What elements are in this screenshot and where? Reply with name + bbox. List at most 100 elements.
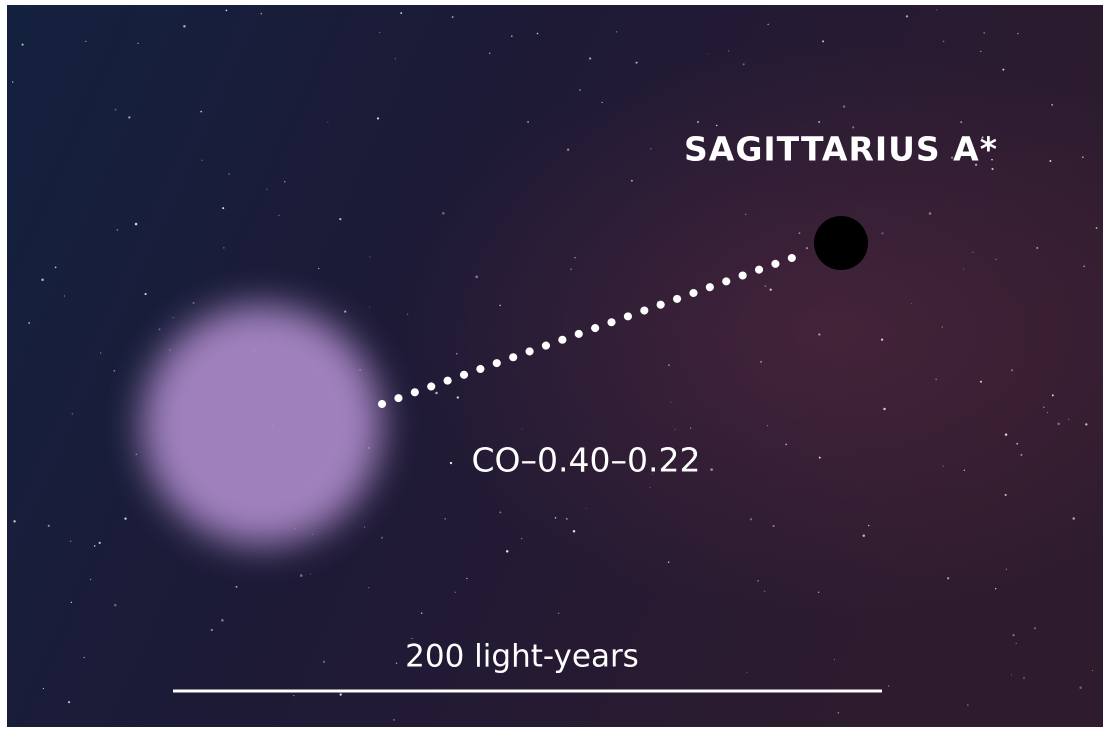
star (1049, 160, 1051, 162)
star (71, 602, 72, 603)
star (70, 541, 71, 542)
star (1057, 423, 1059, 425)
star (1011, 675, 1012, 676)
star (400, 12, 402, 14)
star (888, 685, 890, 687)
star (300, 574, 303, 577)
star (1036, 247, 1038, 249)
star (1034, 627, 1036, 629)
star (278, 215, 279, 216)
star (636, 62, 638, 64)
star (466, 578, 467, 579)
star (90, 579, 91, 580)
star (158, 328, 160, 330)
star (135, 223, 138, 226)
star (566, 518, 568, 520)
star (522, 429, 523, 430)
star (1079, 687, 1081, 689)
star (48, 525, 50, 527)
star (1072, 517, 1075, 520)
star (442, 212, 444, 214)
star (570, 268, 572, 270)
black-hole-label: SAGITTARIUS A* (684, 130, 998, 169)
star (475, 276, 478, 279)
star (381, 537, 383, 539)
star (1092, 670, 1093, 671)
star (745, 214, 746, 215)
star (967, 704, 968, 705)
star (344, 310, 346, 312)
star (340, 693, 342, 695)
star (765, 285, 767, 287)
star (223, 247, 224, 248)
star (764, 591, 766, 593)
star (1068, 419, 1069, 420)
star (760, 361, 762, 363)
star (396, 662, 397, 663)
star (980, 51, 981, 52)
star (377, 117, 379, 119)
star (772, 525, 774, 527)
star (881, 339, 883, 341)
star (527, 121, 529, 123)
star (883, 408, 885, 410)
star (929, 212, 931, 214)
star (339, 218, 341, 220)
star (818, 333, 820, 335)
star (228, 173, 229, 174)
star (697, 121, 699, 123)
star (1017, 33, 1019, 35)
star (100, 352, 101, 353)
star (1015, 643, 1016, 644)
star (1002, 69, 1004, 71)
star (94, 545, 96, 547)
star (767, 425, 768, 426)
star (980, 381, 982, 383)
star (114, 370, 115, 371)
star (589, 57, 591, 59)
star (906, 15, 908, 17)
star (1082, 156, 1084, 158)
star (834, 659, 835, 660)
star (818, 121, 820, 123)
star (128, 116, 130, 118)
star (1043, 407, 1044, 408)
star (911, 303, 912, 304)
star (261, 13, 263, 15)
star (710, 468, 713, 471)
star (963, 269, 964, 270)
star (55, 266, 57, 268)
star (650, 487, 651, 488)
star (13, 520, 15, 522)
star (631, 180, 633, 182)
star (64, 296, 65, 297)
star (444, 518, 445, 519)
star (586, 508, 587, 509)
star (21, 44, 23, 46)
star (327, 122, 328, 123)
star (868, 525, 869, 526)
star (1016, 443, 1018, 445)
star (84, 657, 85, 658)
star (211, 629, 213, 631)
star (822, 40, 824, 42)
star (964, 469, 966, 471)
star (310, 574, 311, 575)
star (567, 148, 569, 150)
star (12, 81, 14, 83)
star (747, 672, 748, 673)
star (838, 712, 840, 714)
star (144, 293, 146, 295)
star (136, 453, 138, 455)
star (843, 105, 845, 107)
star (407, 314, 409, 316)
star (947, 577, 949, 579)
star (1005, 433, 1008, 436)
star (368, 587, 369, 588)
star (799, 232, 801, 234)
star (728, 50, 729, 51)
star (1012, 634, 1014, 636)
star (960, 121, 962, 123)
star (99, 542, 101, 544)
star (379, 32, 380, 33)
